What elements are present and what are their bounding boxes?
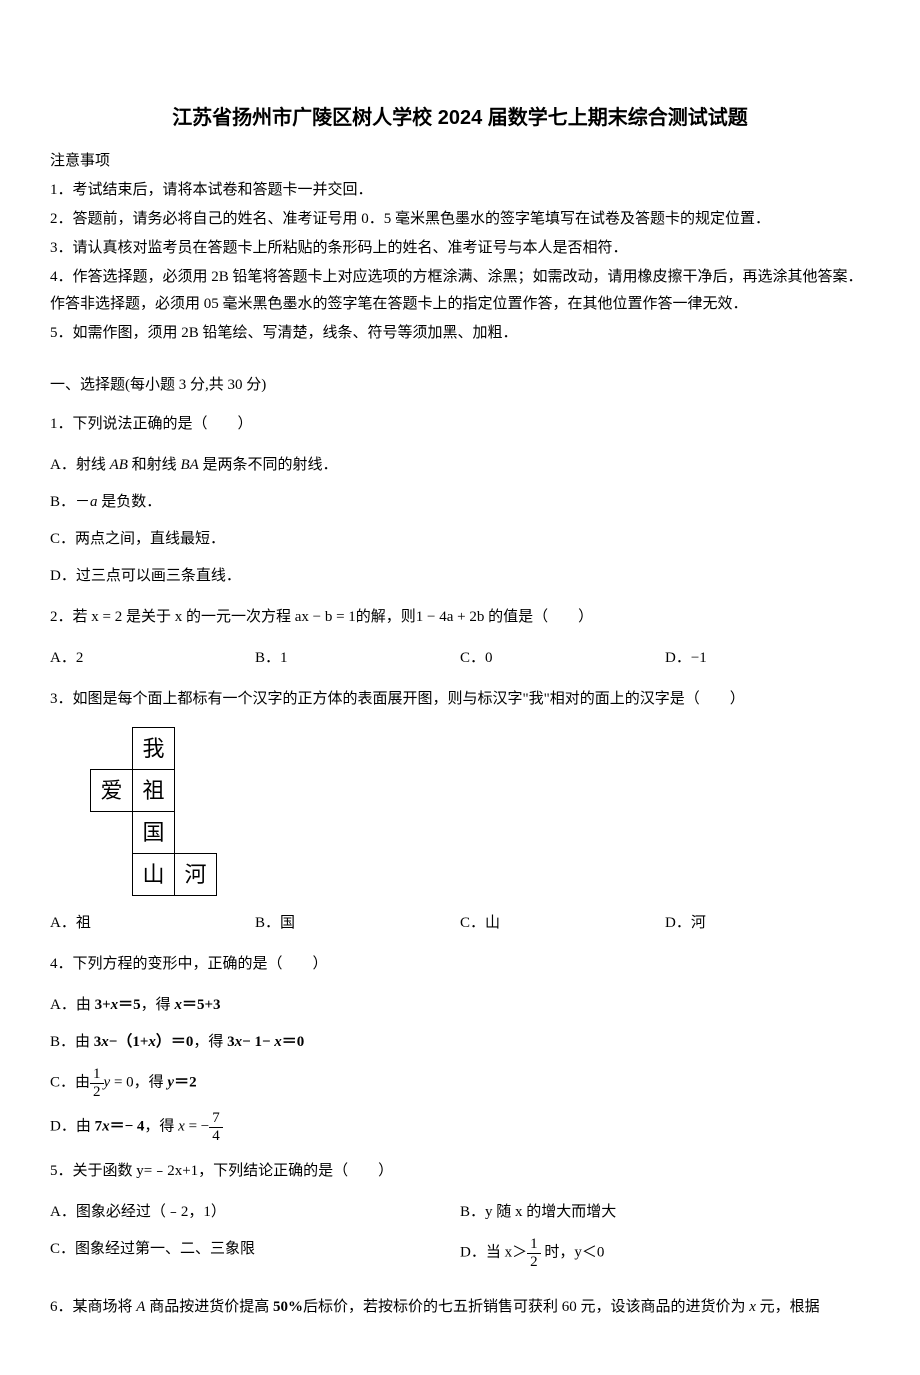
question-4-stem: 4．下列方程的变形中，正确的是（ ） <box>50 951 870 978</box>
option-d: D．−1 <box>665 645 870 672</box>
option-c: C．由12y = 0，得 y＝2 <box>50 1066 870 1100</box>
option-c: C．两点之间，直线最短． <box>50 526 870 553</box>
option-a: A．2 <box>50 645 255 672</box>
cube-cell: 山 <box>133 854 175 896</box>
cube-cell <box>91 812 133 854</box>
cube-cell <box>175 728 217 770</box>
option-b: B．－a 是负数． <box>50 489 870 516</box>
question-2-stem: 2．若 x = 2 是关于 x 的一元一次方程 ax − b = 1的解，则1 … <box>50 604 870 631</box>
notice-item: 1．考试结束后，请将本试卷和答题卡一并交回． <box>50 177 870 204</box>
question-3-options: A．祖 B．国 C．山 D．河 <box>50 910 870 937</box>
section-header: 一、选择题(每小题 3 分,共 30 分) <box>50 372 870 399</box>
notice-item: 4．作答选择题，必须用 2B 铅笔将答题卡上对应选项的方框涂满、涂黑；如需改动，… <box>50 264 870 318</box>
cube-cell <box>91 728 133 770</box>
cube-cell <box>175 812 217 854</box>
notice-item: 2．答题前，请务必将自己的姓名、准考证号用 0．5 毫米黑色墨水的签字笔填写在试… <box>50 206 870 233</box>
option-d: D．过三点可以画三条直线． <box>50 563 870 590</box>
question-1-options: A．射线 AB 和射线 BA 是两条不同的射线． B．－a 是负数． C．两点之… <box>50 452 870 590</box>
option-b: B．国 <box>255 910 460 937</box>
question-4-options: A．由 3+x＝5，得 x＝5+3 B．由 3x−（1+x）＝0，得 3x− 1… <box>50 992 870 1144</box>
question-2-options: A．2 B．1 C．0 D．−1 <box>50 645 870 672</box>
option-a: A．射线 AB 和射线 BA 是两条不同的射线． <box>50 452 870 479</box>
question-5-options: A．图象必经过（﹣2，1） B．y 随 x 的增大而增大 C．图象经过第一、二、… <box>50 1199 870 1280</box>
option-b: B．1 <box>255 645 460 672</box>
cube-cell <box>91 854 133 896</box>
question-1-stem: 1．下列说法正确的是（ ） <box>50 411 870 438</box>
option-d: D．当 x＞12 时，y＜0 <box>460 1236 870 1270</box>
notice-header: 注意事项 <box>50 148 870 175</box>
option-c: C．山 <box>460 910 665 937</box>
option-b: B．y 随 x 的增大而增大 <box>460 1199 870 1226</box>
cube-cell: 河 <box>175 854 217 896</box>
cube-net-diagram: 我 爱 祖 国 山 河 <box>90 727 870 896</box>
page-title: 江苏省扬州市广陵区树人学校 2024 届数学七上期末综合测试试题 <box>50 100 870 136</box>
cube-cell: 爱 <box>91 770 133 812</box>
option-a: A．祖 <box>50 910 255 937</box>
option-d: D．由 7x＝− 4，得 x = −74 <box>50 1110 870 1144</box>
option-c: C．0 <box>460 645 665 672</box>
question-5-stem: 5．关于函数 y=﹣2x+1，下列结论正确的是（ ） <box>50 1158 870 1185</box>
cube-cell: 国 <box>133 812 175 854</box>
option-c: C．图象经过第一、二、三象限 <box>50 1236 460 1270</box>
option-b: B．由 3x−（1+x）＝0，得 3x− 1− x＝0 <box>50 1029 870 1056</box>
option-a: A．由 3+x＝5，得 x＝5+3 <box>50 992 870 1019</box>
cube-cell: 我 <box>133 728 175 770</box>
cube-cell <box>175 770 217 812</box>
notice-item: 5．如需作图，须用 2B 铅笔绘、写清楚，线条、符号等须加黑、加粗． <box>50 320 870 347</box>
question-6-stem: 6．某商场将 A 商品按进货价提高 50%后标价，若按标价的七五折销售可获利 6… <box>50 1294 870 1321</box>
option-a: A．图象必经过（﹣2，1） <box>50 1199 460 1226</box>
option-d: D．河 <box>665 910 870 937</box>
cube-cell: 祖 <box>133 770 175 812</box>
question-3-stem: 3．如图是每个面上都标有一个汉字的正方体的表面展开图，则与标汉字"我"相对的面上… <box>50 686 870 713</box>
notice-item: 3．请认真核对监考员在答题卡上所粘贴的条形码上的姓名、准考证号与本人是否相符． <box>50 235 870 262</box>
